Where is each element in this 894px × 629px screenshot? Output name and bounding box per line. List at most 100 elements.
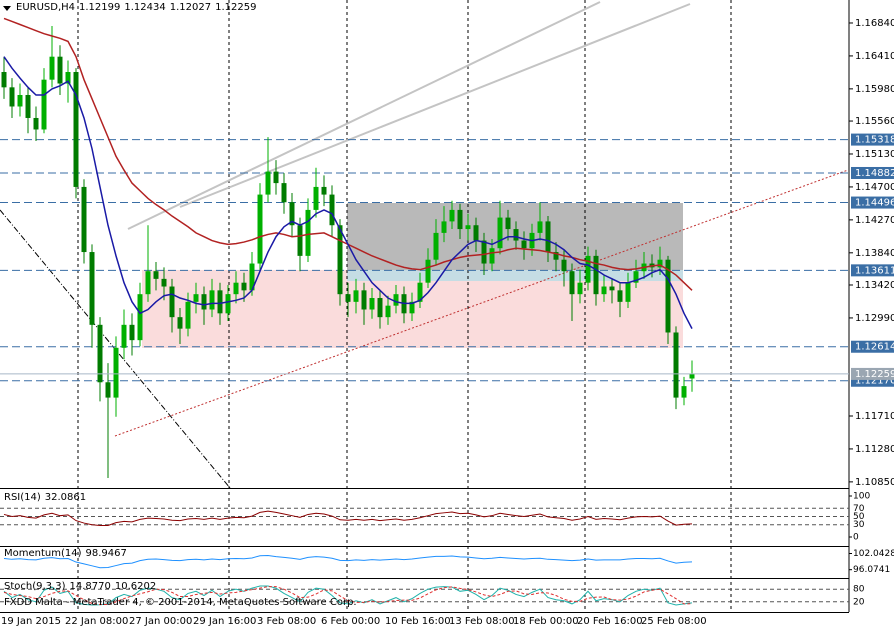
resistance-zone: [347, 203, 683, 281]
candle-body: [105, 382, 111, 398]
candle-body: [57, 56, 63, 84]
candle-body: [305, 209, 311, 256]
candle-body: [65, 72, 71, 84]
candle-body: [217, 290, 223, 314]
candle-body: [329, 194, 335, 226]
candle-body: [345, 294, 351, 302]
y-tick-label: 1.13420: [855, 280, 894, 291]
rsi-title: RSI(14): [4, 492, 41, 503]
x-tick-label: 29 Jan 16:00: [193, 616, 256, 627]
candle-body: [409, 301, 415, 314]
candle-body: [153, 271, 159, 279]
candle-body: [145, 271, 151, 295]
candle-body: [513, 229, 519, 241]
candle-body: [321, 186, 327, 195]
candle-body: [193, 294, 199, 302]
x-tick-label: 22 Jan 08:00: [65, 616, 128, 627]
candle-body: [657, 259, 663, 268]
y-tick-label: 1.11280: [855, 444, 894, 455]
candle-body: [273, 171, 279, 184]
candle-body: [249, 263, 255, 291]
indicator-line: [3, 555, 693, 569]
y-tick-label: 30: [853, 520, 865, 530]
candle-body: [225, 294, 231, 314]
candle-body: [129, 324, 135, 341]
candle-body: [601, 286, 607, 295]
candle-body: [185, 301, 191, 329]
y-tick-label: 1.14700: [855, 182, 894, 193]
candle-body: [41, 79, 47, 130]
candle-body: [73, 72, 79, 187]
candle-body: [297, 225, 303, 256]
y-tick-label: 20: [853, 597, 865, 607]
last-close: 1.12259: [215, 2, 257, 13]
candle-body: [553, 252, 559, 260]
candle-body: [521, 240, 527, 249]
candle-body: [577, 282, 583, 295]
candle-body: [497, 217, 503, 249]
x-tick-label: 10 Feb 16:00: [385, 616, 451, 627]
symbol-header: EURUSD,H4 1.12199 1.12434 1.12027 1.12259: [16, 2, 260, 14]
candle-body: [113, 347, 119, 398]
level-label: 1.14496: [855, 198, 894, 209]
candle-body: [633, 271, 639, 283]
y-tick-label: 1.15560: [855, 116, 894, 127]
level-label-bg: [851, 340, 894, 353]
candle-body: [161, 278, 167, 287]
level-label: 1.13611: [855, 265, 894, 276]
y-tick-label: 1.11710: [855, 411, 894, 422]
moving-average: [3, 56, 693, 329]
candle-body: [433, 232, 439, 260]
candle-body: [241, 282, 247, 291]
candle-body: [489, 248, 495, 264]
candle-body: [377, 298, 383, 318]
candle-body: [681, 386, 687, 398]
trend-channel-upper: [127, 1, 601, 230]
candle-body: [457, 209, 463, 230]
candle-body: [425, 259, 431, 283]
candle-body: [609, 286, 615, 291]
momentum-title: Momentum(14): [4, 548, 82, 559]
y-tick-label: 1.12990: [855, 313, 894, 324]
menu-arrow[interactable]: [3, 6, 11, 11]
y-tick-label: 1.15130: [855, 149, 894, 160]
level-label: 1.12170: [855, 376, 894, 387]
candle-body: [537, 221, 543, 233]
candle-body: [369, 298, 375, 310]
candle-body: [9, 87, 15, 107]
current-price-bg: [851, 367, 894, 380]
rsi-value: 32.0861: [44, 492, 87, 503]
x-tick-label: 20 Feb 16:00: [577, 616, 643, 627]
y-tick-label: 1.16840: [855, 18, 894, 29]
candle-body: [665, 259, 671, 333]
current-price-label: 1.12259: [855, 369, 894, 380]
candle-body: [89, 252, 95, 325]
x-tick-label: 6 Feb 00:00: [321, 616, 380, 627]
candle-body: [313, 186, 319, 210]
support-trendline: [114, 169, 849, 437]
y-tick-label: 1.16410: [855, 51, 894, 62]
x-tick-label: 27 Jan 00:00: [129, 616, 192, 627]
y-tick-label: 50: [853, 512, 865, 522]
candle-body: [689, 373, 695, 379]
candle-body: [625, 282, 631, 302]
candle-body: [17, 94, 23, 107]
y-tick-label: 100: [853, 492, 870, 502]
indicator-line: [3, 510, 693, 527]
indicator-line: [3, 586, 693, 606]
zone-overlap: [347, 270, 683, 281]
level-label-bg: [851, 196, 894, 209]
candle-body: [281, 183, 287, 203]
frame: [0, 0, 850, 613]
level-label: 1.14882: [855, 168, 894, 179]
candle-body: [441, 221, 447, 233]
candle-body: [337, 225, 343, 295]
candle-body: [353, 290, 359, 302]
level-label: 1.12614: [855, 342, 894, 353]
candle-body: [25, 94, 31, 118]
candle-body: [417, 282, 423, 302]
candle-body: [169, 286, 175, 318]
candle-body: [593, 255, 599, 295]
candle-body: [473, 225, 479, 241]
